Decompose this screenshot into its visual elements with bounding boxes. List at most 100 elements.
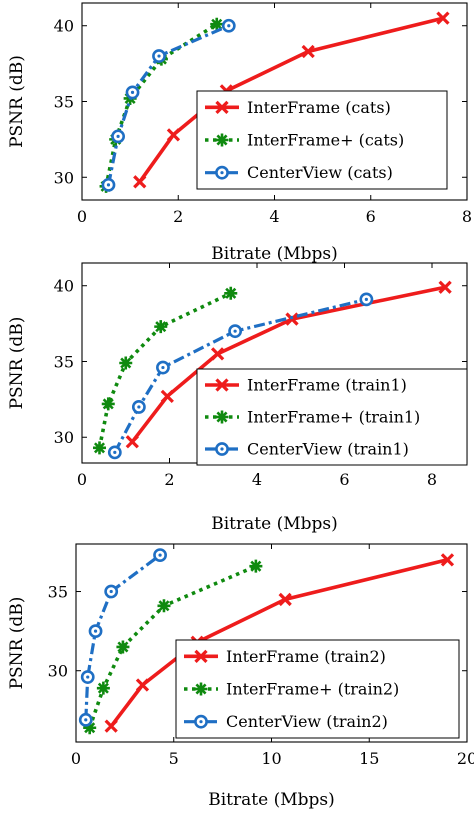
data-point-interframe-2 [166,128,181,142]
x-axis-label: Bitrate (Mbps) [211,514,337,534]
legend-2: InterFrame (train1) InterFrame+ (train1) C… [196,368,468,466]
legend-label-interframe: InterFrame (train2) [226,647,386,666]
data-point-centerview-1 [78,712,93,727]
series-interframe_plus-3 [83,559,263,735]
data-point-interframe_plus-3 [116,640,130,654]
data-point-centerview-3-dot [161,365,165,370]
data-point-centerview-4 [228,324,243,339]
data-point-centerview-4-dot [233,329,237,333]
x-tick-label-5: 8 [462,207,472,226]
data-point-centerview-3 [88,624,103,639]
data-point-centerview-4 [152,49,166,63]
data-point-interframe_plus-1 [83,721,97,735]
data-point-centerview-4-dot [157,54,161,58]
legend-marker-interframe [215,378,229,392]
legend-label-interframe: InterFrame (cats) [247,98,391,117]
y-tick-label-2: 35 [54,352,74,371]
data-point-interframe-5 [436,11,450,25]
data-point-centerview-1-dot [113,450,117,454]
x-tick-label-1: 0 [77,207,87,226]
legend-box [175,639,460,739]
series-centerview-3 [78,548,167,727]
legend-label-centerview: CenterView (train2) [226,712,388,731]
data-point-interframe-5 [440,553,455,567]
data-point-interframe_plus-3 [119,356,133,370]
chart-panel-3: 0 5 10 15 20 30 35 Bitrate (Mbps) PSNR (dB) Inter… [7,543,474,810]
chart-panel-1: 0 2 4 6 8 30 35 40 Bitrate (Mbps) PSNR (dB) InterF… [7,2,472,264]
data-point-interframe-5 [438,280,452,294]
y-tick-label-2: 35 [48,583,68,602]
legend-marker-centerview-dot [199,720,203,724]
data-point-centerview-5 [221,18,236,33]
data-point-interframe_plus-2 [101,397,115,411]
x-tick-label-3: 10 [261,749,281,768]
x-tick-label-3: 4 [252,470,262,489]
data-point-centerview-5 [359,292,374,307]
data-point-interframe_plus-5 [210,17,224,31]
data-point-centerview-3-dot [93,629,98,633]
y-axis-label: PSNR (dB) [7,597,27,690]
x-tick-label-1: 0 [77,470,87,489]
legend-marker-centerview [215,442,229,456]
data-point-centerview-5-dot [227,24,231,28]
legend-label-centerview: CenterView (cats) [247,163,393,182]
x-tick-label-5: 8 [427,470,437,489]
legend-label-interframe_plus: InterFrame+ (cats) [247,131,404,150]
data-point-centerview-3 [125,85,140,100]
legend-marker-interframe_plus [194,682,208,696]
series-centerview-1 [101,18,236,192]
legend-marker-interframe [194,649,208,663]
y-tick-label-1: 30 [54,168,74,187]
data-point-interframe-4 [278,592,292,607]
chart-panel-2: 0 2 4 6 8 30 35 40 Bitrate (Mbps) PSNR (dB) InterF… [7,262,468,534]
data-point-centerview-1-dot [106,183,111,187]
data-point-centerview-4-dot [109,589,113,594]
x-tick-label-2: 5 [169,749,179,768]
data-point-centerview-3 [156,360,170,375]
y-tick-label-1: 30 [54,428,74,447]
data-point-interframe_plus-1 [93,441,106,455]
legend-label-centerview: CenterView (train1) [247,440,409,459]
data-point-interframe_plus-4 [154,320,168,334]
legend-marker-centerview [194,714,208,729]
data-point-centerview-2-dot [86,675,90,679]
y-tick-label-3: 40 [54,277,74,296]
legend-marker-interframe_plus [215,410,229,424]
x-tick-label-4: 6 [366,207,376,226]
legend-label-interframe_plus: InterFrame+ (train1) [247,408,420,427]
legend-label-interframe_plus: InterFrame+ (train2) [226,680,399,699]
y-axis-label: PSNR (dB) [7,55,27,148]
data-point-centerview-4 [104,584,119,599]
data-point-centerview-1 [107,445,122,460]
legend-marker-centerview [215,165,229,180]
legend-1: InterFrame (cats) InterFrame+ (cats) Cente… [196,90,448,190]
data-point-centerview-1 [101,177,116,192]
data-point-interframe_plus-4 [157,599,171,613]
x-tick-label-2: 2 [173,207,183,226]
data-point-centerview-1-dot [84,718,88,722]
x-tick-label-3: 4 [269,207,279,226]
x-tick-label-4: 6 [339,470,349,489]
legend-3: InterFrame (train2) InterFrame+ (train2) C… [175,639,460,739]
legend-marker-interframe [215,100,229,114]
data-point-centerview-2-dot [137,405,141,409]
data-point-centerview-5-dot [158,553,162,557]
data-point-centerview-2 [80,670,95,684]
data-point-interframe-2 [160,389,174,403]
data-point-interframe-1 [104,719,118,733]
data-point-interframe-1 [125,435,139,449]
legend-marker-centerview-dot [220,171,224,175]
legend-marker-interframe_plus [215,133,229,147]
legend-label-interframe: InterFrame (train1) [247,376,407,395]
data-point-interframe-4 [301,44,315,59]
series-centerview-2 [107,292,374,460]
y-tick-label-3: 40 [54,17,74,36]
legend-marker-centerview-dot [220,447,224,451]
legend-box [196,368,468,466]
data-point-centerview-2 [131,400,146,414]
x-axis-label: Bitrate (Mbps) [211,244,337,264]
data-point-centerview-2-dot [116,134,120,138]
x-tick-label-5: 20 [457,749,474,768]
